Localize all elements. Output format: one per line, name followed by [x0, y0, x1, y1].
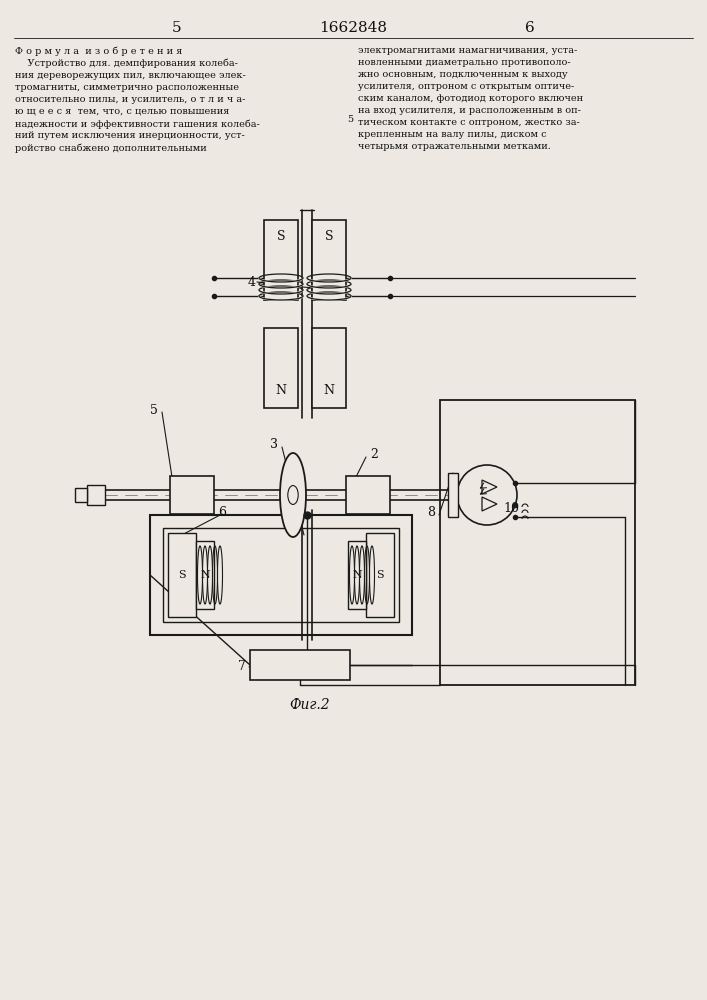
- Bar: [150, 515, 412, 635]
- Text: 1662848: 1662848: [319, 21, 387, 35]
- Circle shape: [457, 465, 517, 525]
- Text: 4: 4: [248, 275, 256, 288]
- Bar: [346, 476, 390, 514]
- Text: Ф о р м у л а  и з о б р е т е н и я
    Устройство для. демпфирования колеба-
н: Ф о р м у л а и з о б р е т е н и я Устр…: [15, 46, 259, 153]
- Bar: [366, 533, 394, 617]
- Bar: [312, 220, 346, 300]
- Bar: [440, 400, 635, 685]
- Text: 10: 10: [503, 502, 519, 514]
- Bar: [170, 476, 214, 514]
- Bar: [87, 485, 105, 505]
- Text: 6: 6: [525, 21, 535, 35]
- Bar: [75, 488, 87, 502]
- Text: Фиг.2: Фиг.2: [290, 698, 330, 712]
- Text: S: S: [276, 230, 285, 242]
- Bar: [196, 541, 214, 609]
- Ellipse shape: [280, 453, 306, 537]
- Bar: [168, 533, 196, 617]
- Text: 3: 3: [270, 438, 278, 452]
- Text: 8: 8: [427, 506, 435, 520]
- Text: 2: 2: [370, 448, 378, 462]
- Text: N: N: [276, 383, 286, 396]
- Bar: [163, 528, 399, 622]
- Bar: [264, 220, 298, 300]
- Bar: [448, 473, 458, 517]
- Text: S: S: [178, 570, 186, 580]
- Text: S: S: [376, 570, 384, 580]
- Text: N: N: [324, 383, 334, 396]
- Text: N: N: [352, 570, 362, 580]
- Text: 5: 5: [347, 115, 353, 124]
- Bar: [250, 650, 350, 680]
- Text: N: N: [200, 570, 210, 580]
- Text: 5: 5: [173, 21, 182, 35]
- Text: 6: 6: [218, 506, 226, 518]
- Text: электромагнитами намагничивания, уста-
новленными диаметрально противополо-
жно : электромагнитами намагничивания, уста- н…: [358, 46, 583, 151]
- Text: S: S: [325, 230, 333, 242]
- Text: 7: 7: [238, 660, 246, 674]
- Bar: [348, 541, 366, 609]
- Bar: [264, 328, 298, 408]
- Bar: [312, 328, 346, 408]
- Text: 5: 5: [150, 403, 158, 416]
